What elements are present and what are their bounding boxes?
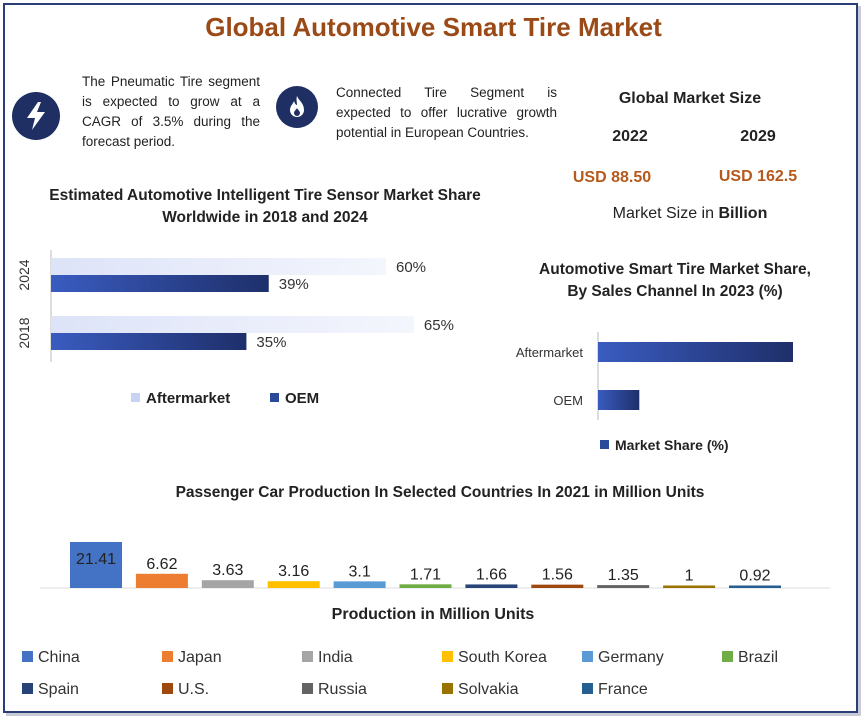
chart3-legend-swatch-germany <box>582 651 593 662</box>
chart1-bar-oem-2018 <box>51 333 247 350</box>
chart3-legend-swatch-russia <box>302 683 313 694</box>
chart3-legend-label-solvakia: Solvakia <box>458 681 519 698</box>
chart3-bar-france <box>729 585 781 588</box>
chart2-category-label-aftermarket: Aftermarket <box>516 345 584 360</box>
chart1-data-label-oem-2018: 35% <box>256 334 286 351</box>
chart3-bar-china <box>70 542 122 588</box>
chart3-legend-label-germany: Germany <box>598 649 664 666</box>
market-size-value-2029: USD 162.5 <box>718 168 798 185</box>
page-title: Global Automotive Smart Tire Market <box>205 12 662 42</box>
chart3-legend-label-russia: Russia <box>318 681 367 698</box>
chart3-bar-u-s <box>531 584 584 588</box>
chart3-data-label-china: 21.41 <box>76 551 116 568</box>
chart3-xlabel: Production in Million Units <box>332 606 535 623</box>
chart2-bar-oem <box>598 390 640 410</box>
chart3-bar-solvakia <box>663 585 716 588</box>
market-size-unit: Market Size in Billion <box>612 205 768 222</box>
chart3-legend-label-spain: Spain <box>38 681 79 698</box>
chart2-bar-aftermarket <box>598 342 793 362</box>
chart3-legend-swatch-spain <box>22 683 33 694</box>
chart3-data-label-russia: 1.35 <box>608 567 639 584</box>
chart3-bar-spain <box>465 584 518 588</box>
chart3-title: Passenger Car Production In Selected Cou… <box>175 484 705 501</box>
chart3-bar-japan <box>135 573 188 588</box>
chart3-legend-label-south-korea: South Korea <box>458 649 547 666</box>
chart3-data-label-japan: 6.62 <box>146 556 177 573</box>
chart3-data-label-u-s: 1.56 <box>542 567 573 584</box>
chart3-legend-label-india: India <box>318 649 353 666</box>
chart3-legend-label-france: France <box>598 681 648 698</box>
chart3-legend-swatch-u-s <box>162 683 173 694</box>
chart1-bar-aftermarket-2018 <box>51 316 414 333</box>
chart1-data-label-oem-2024: 39% <box>279 276 309 293</box>
chart3-legend-swatch-china <box>22 651 33 662</box>
chart3-bar-india <box>201 580 254 588</box>
chart3-legend-swatch-japan <box>162 651 173 662</box>
note-pneumatic: The Pneumatic Tire segment is expected t… <box>82 74 260 149</box>
chart1-category-label-2018: 2018 <box>16 317 32 348</box>
chart3-legend-swatch-france <box>582 683 593 694</box>
chart3-bar-brazil <box>399 584 452 588</box>
note-connected: Connected Tire Segment is expected to of… <box>336 85 557 140</box>
chart3-legend-label-u-s: U.S. <box>178 681 209 698</box>
chart1-bar-oem-2024 <box>51 275 269 292</box>
chart3-legend-label-china: China <box>38 649 80 666</box>
chart1-title: Estimated Automotive Intelligent Tire Se… <box>49 187 481 226</box>
chart3-data-label-south-korea: 3.16 <box>278 563 309 580</box>
chart3-legend-swatch-south-korea <box>442 651 453 662</box>
market-size-heading: Global Market Size <box>618 90 762 107</box>
chart3-data-label-brazil: 1.71 <box>410 566 441 583</box>
chart3-data-label-germany: 3.1 <box>348 563 370 580</box>
chart1-data-label-aftermarket-2024: 60% <box>396 259 426 276</box>
chart3-data-label-spain: 1.66 <box>476 566 507 583</box>
chart3-legend-swatch-india <box>302 651 313 662</box>
chart3-bar-germany <box>333 581 386 588</box>
chart1-category-label-2024: 2024 <box>16 259 32 290</box>
chart3-data-label-solvakia: 1 <box>685 568 694 585</box>
chart1-legend-label-oem: OEM <box>285 390 319 407</box>
chart2-legend-swatch <box>600 440 609 449</box>
market-size-value-2022: USD 88.50 <box>572 169 652 186</box>
chart3-bar-russia <box>597 585 650 588</box>
chart3-data-label-india: 3.63 <box>212 562 243 579</box>
chart1-legend-swatch-aftermarket <box>131 393 140 402</box>
chart1-legend-label-aftermarket: Aftermarket <box>146 390 230 407</box>
chart2-title: Automotive Smart Tire Market Share, By S… <box>539 261 811 300</box>
chart3-legend-swatch-brazil <box>722 651 733 662</box>
chart3-bar-south-korea <box>267 581 320 588</box>
chart1-bar-aftermarket-2024 <box>51 258 386 275</box>
flame-icon <box>276 86 318 128</box>
chart3-legend-label-japan: Japan <box>178 649 222 666</box>
chart3-legend-label-brazil: Brazil <box>738 649 778 666</box>
chart1-data-label-aftermarket-2018: 65% <box>424 317 454 334</box>
chart2-legend-label: Market Share (%) <box>615 437 729 453</box>
market-size-year-2022: 2022 <box>612 128 648 145</box>
chart1-legend-swatch-oem <box>270 393 279 402</box>
lightning-bolt-icon <box>12 92 60 140</box>
chart3-legend-swatch-solvakia <box>442 683 453 694</box>
chart2-category-label-oem: OEM <box>553 393 583 408</box>
chart3-data-label-france: 0.92 <box>739 568 770 585</box>
market-size-year-2029: 2029 <box>740 128 776 145</box>
page-frame <box>3 3 858 713</box>
